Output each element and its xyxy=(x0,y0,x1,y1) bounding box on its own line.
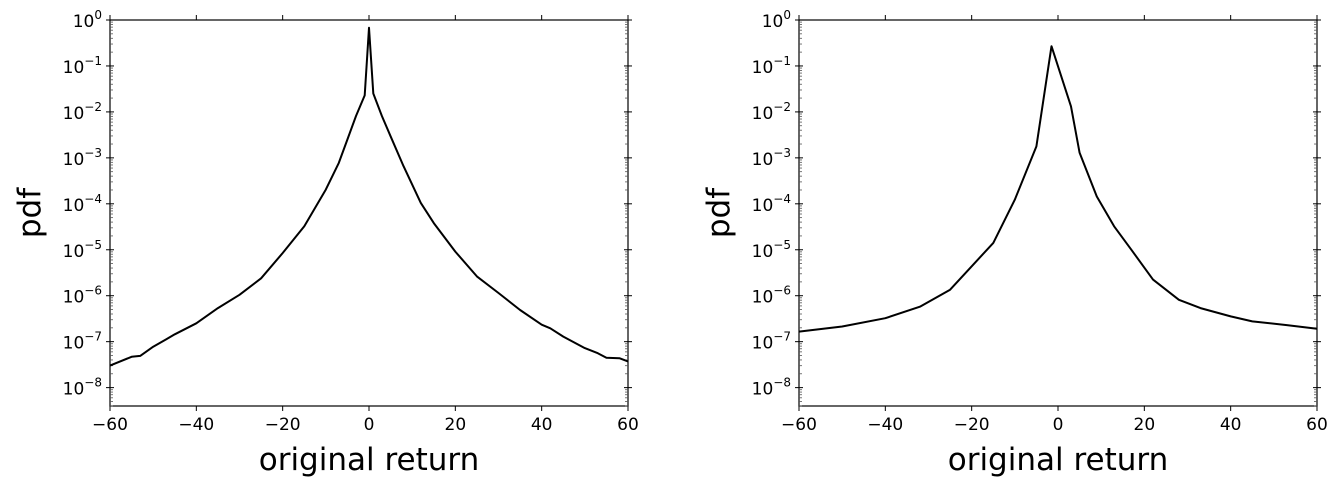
x-axis-label: original return xyxy=(948,442,1169,478)
y-tick-label: 10−5 xyxy=(752,238,791,262)
y-tick-label: 10−8 xyxy=(752,376,791,400)
x-tick-label: 40 xyxy=(531,415,553,435)
y-tick-label: 10−8 xyxy=(63,376,102,400)
x-tick-label: −20 xyxy=(954,415,990,435)
x-tick-label: 20 xyxy=(445,415,467,435)
axes-frame xyxy=(109,19,629,407)
y-axis-label: pdf xyxy=(12,187,48,238)
y-axis-label: pdf xyxy=(701,187,737,238)
y-tick-label: 100 xyxy=(73,8,102,32)
pdf-line xyxy=(798,45,1318,333)
axes-frame xyxy=(798,19,1318,407)
y-tick-label: 10−4 xyxy=(63,192,102,216)
x-tick-label: 20 xyxy=(1134,415,1156,435)
y-tick-label: 10−4 xyxy=(752,192,791,216)
x-tick-label: −20 xyxy=(265,415,301,435)
y-tick-label: 10−7 xyxy=(63,330,102,354)
y-tick-label: 10−3 xyxy=(752,146,791,170)
y-tick-label: 10−2 xyxy=(752,100,791,124)
x-tick-label: 0 xyxy=(364,415,375,435)
y-tick-label: 10−1 xyxy=(752,54,791,78)
x-tick-label: −60 xyxy=(781,415,817,435)
x-tick-label: 0 xyxy=(1053,415,1064,435)
x-tick-label: 60 xyxy=(1306,415,1328,435)
y-tick-label: 10−1 xyxy=(63,54,102,78)
left-plot: −60 −40 −20 0 20 40 60 100 10−1 10−2 10−3 10−4 10−5 1… xyxy=(12,8,639,478)
x-tick-label: 40 xyxy=(1220,415,1242,435)
y-tick-label: 10−6 xyxy=(63,284,102,308)
y-tick-label: 10−3 xyxy=(63,146,102,170)
y-tick-label: 100 xyxy=(762,8,791,32)
x-tick-label: −40 xyxy=(867,415,903,435)
y-tick-label: 10−2 xyxy=(63,100,102,124)
right-plot: −60 −40 −20 0 20 40 60 100 10−1 10−2 10−3 10−4 10−5 1… xyxy=(701,8,1328,478)
y-tick-label: 10−5 xyxy=(63,238,102,262)
x-axis-label: original return xyxy=(259,442,480,478)
x-tick-label: −40 xyxy=(178,415,214,435)
x-tick-label: −60 xyxy=(92,415,128,435)
y-tick-label: 10−6 xyxy=(752,284,791,308)
x-tick-label: 60 xyxy=(617,415,639,435)
y-tick-label: 10−7 xyxy=(752,330,791,354)
pdf-line xyxy=(109,26,629,367)
